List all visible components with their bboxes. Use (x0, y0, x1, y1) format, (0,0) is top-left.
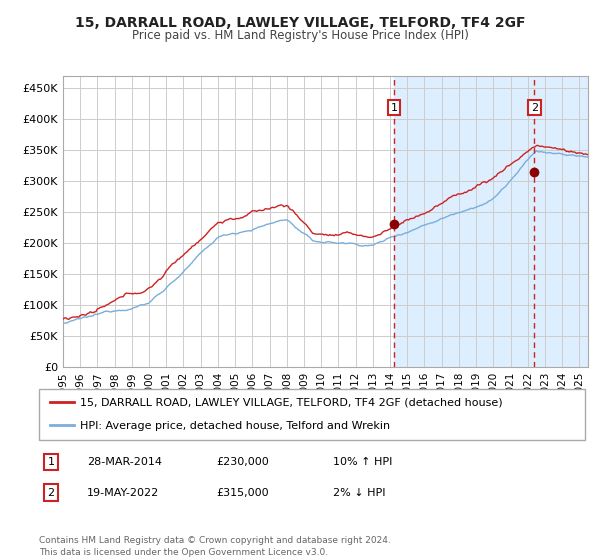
Text: 2: 2 (531, 102, 538, 113)
Text: Price paid vs. HM Land Registry's House Price Index (HPI): Price paid vs. HM Land Registry's House … (131, 29, 469, 42)
Text: 15, DARRALL ROAD, LAWLEY VILLAGE, TELFORD, TF4 2GF: 15, DARRALL ROAD, LAWLEY VILLAGE, TELFOR… (75, 16, 525, 30)
Text: HPI: Average price, detached house, Telford and Wrekin: HPI: Average price, detached house, Telf… (80, 421, 390, 431)
Text: 15, DARRALL ROAD, LAWLEY VILLAGE, TELFORD, TF4 2GF (detached house): 15, DARRALL ROAD, LAWLEY VILLAGE, TELFOR… (80, 397, 503, 407)
Text: 1: 1 (47, 457, 55, 467)
Text: 19-MAY-2022: 19-MAY-2022 (87, 488, 159, 498)
FancyBboxPatch shape (39, 389, 585, 440)
Text: 2: 2 (47, 488, 55, 498)
Text: £230,000: £230,000 (216, 457, 269, 467)
Text: 10% ↑ HPI: 10% ↑ HPI (333, 457, 392, 467)
Text: £315,000: £315,000 (216, 488, 269, 498)
Text: Contains HM Land Registry data © Crown copyright and database right 2024.
This d: Contains HM Land Registry data © Crown c… (39, 536, 391, 557)
Text: 1: 1 (391, 102, 398, 113)
Text: 28-MAR-2014: 28-MAR-2014 (87, 457, 162, 467)
Text: 2% ↓ HPI: 2% ↓ HPI (333, 488, 386, 498)
Bar (394, 76, 588, 367)
